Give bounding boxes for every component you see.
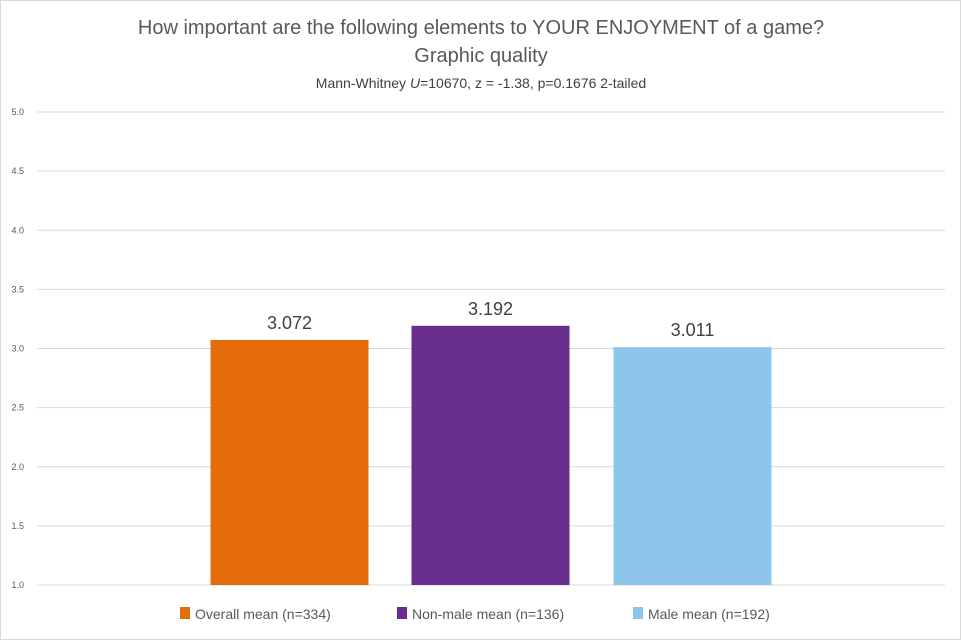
chart-title: How important are the following elements… xyxy=(138,17,824,39)
y-tick-label: 4.0 xyxy=(11,225,24,235)
y-tick-label: 2.0 xyxy=(11,462,24,472)
legend-swatch xyxy=(633,607,643,619)
data-label: 3.072 xyxy=(267,313,312,333)
y-tick-label: 3.0 xyxy=(11,344,24,354)
y-tick-label: 3.5 xyxy=(11,284,24,294)
legend-swatch xyxy=(180,607,190,619)
y-tick-label: 4.5 xyxy=(11,166,24,176)
y-tick-label: 5.0 xyxy=(11,107,24,117)
y-tick-label: 1.0 xyxy=(11,580,24,590)
y-tick-label: 1.5 xyxy=(11,521,24,531)
chart-annotation: Mann-Whitney U=10670, z = -1.38, p=0.167… xyxy=(316,75,646,91)
legend-label: Male mean (n=192) xyxy=(648,606,770,622)
legend-label: Non-male mean (n=136) xyxy=(412,606,564,622)
bar xyxy=(613,347,772,585)
data-label: 3.192 xyxy=(468,299,513,319)
legend-swatch xyxy=(397,607,407,619)
data-label: 3.011 xyxy=(671,320,715,340)
bar xyxy=(411,325,570,585)
legend-label: Overall mean (n=334) xyxy=(195,606,331,622)
bar xyxy=(210,339,369,585)
chart-subtitle: Graphic quality xyxy=(414,45,547,67)
y-tick-label: 2.5 xyxy=(11,403,24,413)
